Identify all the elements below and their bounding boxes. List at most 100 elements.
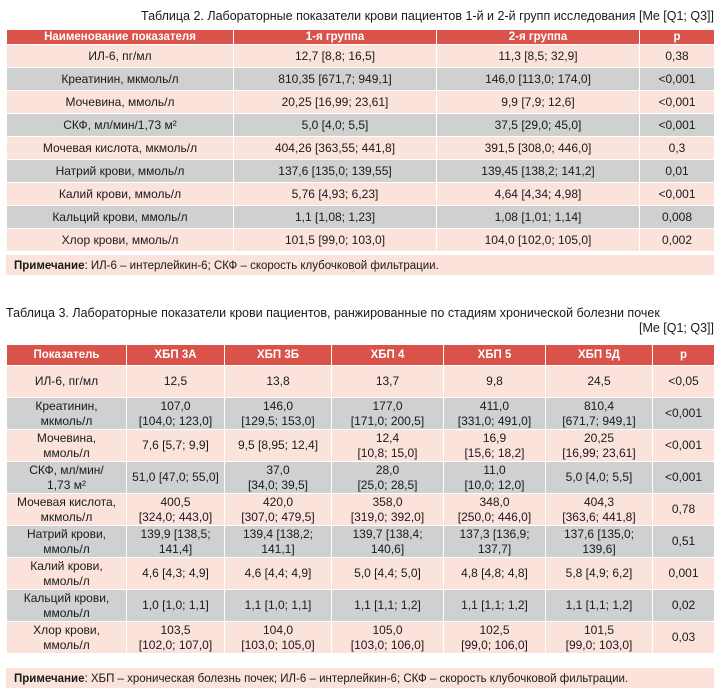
- cell-line: Мочевая кислота,: [16, 494, 117, 509]
- table-cell: 103,5 [102,0; 107,0]: [126, 621, 225, 654]
- cell-line: 5,8 [4,9; 6,2]: [565, 566, 633, 580]
- cell-line: [671,7; 949,1]: [562, 413, 636, 428]
- table-cell: 0,03: [652, 621, 715, 654]
- table-cell: 16,9 [15,6; 18,2]: [443, 429, 546, 462]
- table-cell: Креатинин, мкмоль/л: [6, 397, 127, 430]
- table-cell: Натрий крови, ммоль/л: [6, 525, 127, 558]
- table-cell: 5,8 [4,9; 6,2]: [545, 557, 653, 590]
- table-cell: Мочевина, ммоль/л: [6, 429, 127, 462]
- cell-line: мкмоль/л: [40, 413, 93, 428]
- table-row: Кальций крови, ммоль/л 1,1 [1,08; 1,23] 1,…: [6, 205, 715, 229]
- cell-line: [171,0; 200,5]: [350, 413, 425, 428]
- table-cell: 1,1 [1,1; 1,2]: [331, 589, 444, 622]
- cell-line: 37,0: [266, 462, 290, 477]
- table-cell: 0,02: [652, 589, 715, 622]
- cell-line: ммоль/л: [43, 637, 90, 652]
- cell-line: 12,4: [375, 430, 400, 445]
- cell-line: [331,0; 491,0]: [457, 413, 532, 428]
- table-cell: 1,0 [1,0; 1,1]: [126, 589, 225, 622]
- cell-line: [250,0; 446,0]: [457, 509, 532, 524]
- cell-line: ммоль/л: [43, 541, 90, 556]
- cell-line: 20,25: [583, 430, 615, 445]
- cell-line: 1,1 [1,1; 1,2]: [565, 598, 633, 612]
- cell-line: Натрий крови,: [27, 526, 106, 541]
- cell-line: 51,0 [47,0; 55,0]: [132, 470, 219, 484]
- table-cell: 101,5 [99,0; 103,0]: [545, 621, 653, 654]
- table-row: Креатинин, мкмоль/л 810,35 [671,7; 949,1]…: [6, 67, 715, 91]
- table-cell: 137,3 [136,9; 137,7]: [443, 525, 546, 558]
- cell-line: СКФ, мл/мин/: [29, 462, 104, 477]
- col-header-group2: 2-я группа: [436, 29, 640, 45]
- table3-caption: Таблица 3. Лабораторные показатели крови…: [6, 306, 714, 336]
- cell-line: 400,5: [160, 494, 191, 509]
- table-cell: Кальций крови, ммоль/л: [6, 589, 127, 622]
- col-header-ckd3b: ХБП 3Б: [224, 344, 332, 366]
- table-cell: 9,5 [8,95; 12,4]: [224, 429, 332, 462]
- table-row: ИЛ-6, пг/мл 12,5 13,8 13,7 9,8 24,5 <0,05: [6, 365, 715, 398]
- table-cell: Креатинин, мкмоль/л: [6, 67, 234, 91]
- table-cell: 137,6 [135,0; 139,6]: [545, 525, 653, 558]
- table-cell: 28,0 [25,0; 28,5]: [331, 461, 444, 494]
- table-row: Мочевая кислота, мкмоль/л 404,26 [363,55;…: [6, 136, 715, 160]
- table-row: Креатинин, мкмоль/л 107,0 [104,0; 123,0] 146…: [6, 397, 715, 430]
- table-row: Натрий крови, ммоль/л 139,9 [138,5; 141,4] 1…: [6, 525, 715, 558]
- table-cell: 177,0 [171,0; 200,5]: [331, 397, 444, 430]
- cell-line: 4,8 [4,8; 4,8]: [461, 566, 528, 580]
- table-cell: 5,0 [4,0; 5,5]: [545, 461, 653, 494]
- table-row: Мочевина, ммоль/л 20,25 [16,99; 23,61] 9,9…: [6, 90, 715, 114]
- cell-line: 4,6 [4,3; 4,9]: [142, 566, 209, 580]
- table3-caption-line1: Таблица 3. Лабораторные показатели крови…: [6, 306, 660, 320]
- table-cell: 139,4 [138,2; 141,1]: [224, 525, 332, 558]
- cell-line: 102,5: [479, 622, 510, 637]
- cell-line: [10,8; 15,0]: [357, 445, 418, 460]
- table-cell: 4,6 [4,3; 4,9]: [126, 557, 225, 590]
- table-cell: 11,3 [8,5; 32,9]: [436, 44, 640, 68]
- cell-line: 404,3: [583, 494, 615, 509]
- table-cell: 348,0 [250,0; 446,0]: [443, 493, 546, 526]
- cell-line: 141,1]: [261, 541, 295, 556]
- cell-line: ммоль/л: [43, 445, 90, 460]
- note-text: : ИЛ-6 – интерлейкин-6; СКФ – скорость к…: [84, 260, 439, 272]
- table-row: Хлор крови, ммоль/л 103,5 [102,0; 107,0] 104…: [6, 621, 715, 654]
- cell-line: [307,0; 479,5]: [241, 509, 315, 524]
- cell-line: ммоль/л: [43, 605, 90, 620]
- table-cell: 0,002: [639, 228, 715, 252]
- cell-line: Калий крови,: [30, 558, 103, 573]
- table3-body: ИЛ-6, пг/мл 12,5 13,8 13,7 9,8 24,5 <0,05 Креат…: [6, 365, 715, 654]
- cell-line: 4,6 [4,4; 4,9]: [244, 566, 312, 580]
- table-cell: 5,0 [4,0; 5,5]: [233, 113, 437, 137]
- table-cell: 146,0 [113,0; 174,0]: [436, 67, 640, 91]
- cell-line: 348,0: [479, 494, 510, 509]
- table-cell: 5,76 [4,93; 6,23]: [233, 182, 437, 206]
- cell-line: 0,51: [671, 534, 696, 548]
- table-row: Мочевая кислота, мкмоль/л 400,5 [324,0; 443…: [6, 493, 715, 526]
- cell-line: 103,5: [160, 622, 191, 637]
- table-row: СКФ, мл/мин/1,73 м² 5,0 [4,0; 5,5] 37,5 [2…: [6, 113, 715, 137]
- cell-line: Кальций крови,: [23, 590, 110, 605]
- table-cell: 420,0 [307,0; 479,5]: [224, 493, 332, 526]
- cell-line: 5,0 [4,0; 5,5]: [565, 470, 633, 484]
- table-cell: 0,78: [652, 493, 715, 526]
- cell-line: 0,02: [671, 598, 696, 612]
- table3: Показатель ХБП 3А ХБП 3Б ХБП 4 ХБП 5 ХБП…: [6, 344, 715, 654]
- cell-line: 141,4]: [158, 541, 193, 556]
- table3-caption-line2: [Me [Q1; Q3]]: [638, 321, 714, 335]
- table-cell: 146,0 [129,5; 153,0]: [224, 397, 332, 430]
- cell-line: 0,78: [671, 502, 696, 516]
- cell-line: 137,3 [136,9;: [459, 526, 530, 541]
- table-cell: СКФ, мл/мин/1,73 м²: [6, 461, 127, 494]
- cell-line: [103,0; 105,0]: [241, 637, 315, 652]
- table-cell: 51,0 [47,0; 55,0]: [126, 461, 225, 494]
- note-label: Примечание: [14, 260, 85, 272]
- cell-line: [15,6; 18,2]: [464, 445, 525, 460]
- table-cell: Калий крови, ммоль/л: [6, 182, 234, 206]
- table-cell: 411,0 [331,0; 491,0]: [443, 397, 546, 430]
- cell-line: 1,1 [1,1; 1,2]: [461, 598, 528, 612]
- cell-line: [319,0; 392,0]: [350, 509, 425, 524]
- cell-line: Мочевина,: [36, 430, 97, 445]
- cell-line: [363,6; 441,8]: [562, 509, 636, 524]
- table-row: Мочевина, ммоль/л 7,6 [5,7; 9,9] 9,5 [8,95;…: [6, 429, 715, 462]
- cell-line: 358,0: [372, 494, 403, 509]
- table-cell: 4,6 [4,4; 4,9]: [224, 557, 332, 590]
- cell-line: 0,001: [668, 566, 699, 580]
